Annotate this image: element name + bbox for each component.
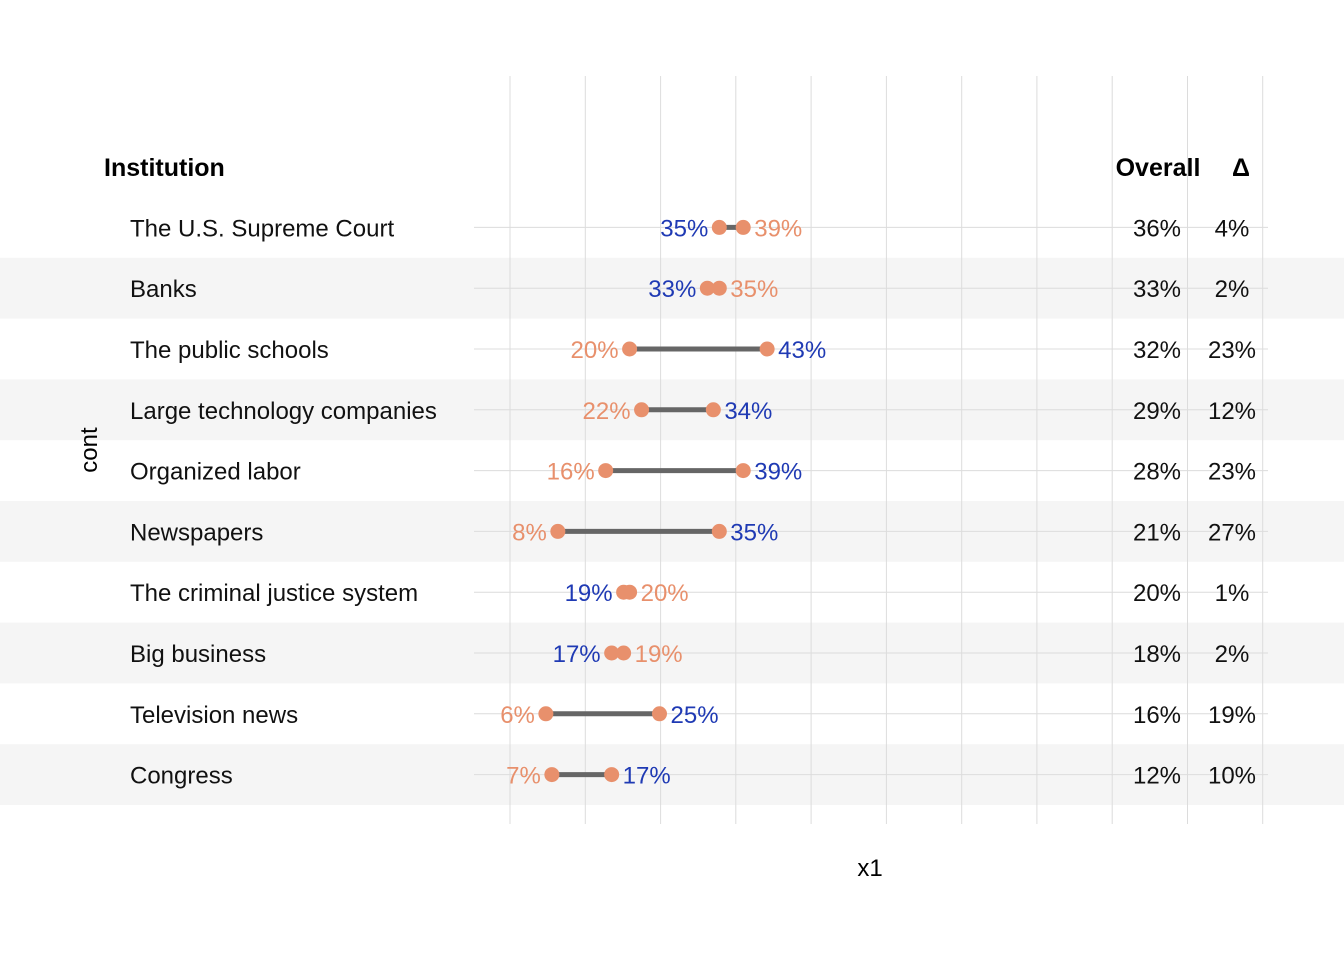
value-label-right: 39% (754, 215, 802, 242)
overall-value: 28% (1133, 459, 1181, 486)
delta-header: Δ (1232, 154, 1250, 182)
table-row: The criminal justice system 19% 20% 20% 1% (130, 580, 1249, 607)
institution-label: Big business (130, 641, 266, 668)
delta-value: 2% (1215, 276, 1250, 303)
value-label-left: 7% (506, 763, 541, 790)
value-label-right: 25% (671, 702, 719, 729)
overall-value: 33% (1133, 276, 1181, 303)
dumbbell-point-b (735, 463, 751, 479)
dumbbell-point-b (735, 219, 751, 235)
table-row: Large technology companies 22% 34% 29% 12% (130, 398, 1256, 425)
table-row: Big business 17% 19% 18% 2% (130, 641, 1249, 668)
value-label-left: 33% (648, 276, 696, 303)
dumbbell-point-b (622, 584, 638, 600)
value-label-left: 16% (547, 459, 595, 486)
value-label-right: 35% (730, 276, 778, 303)
delta-value: 27% (1208, 519, 1256, 546)
dumbbell-point-a (604, 645, 620, 661)
institution-label: Newspapers (130, 519, 263, 546)
delta-value: 19% (1208, 702, 1256, 729)
overall-header: Overall (1116, 154, 1201, 182)
overall-value: 18% (1133, 641, 1181, 668)
value-label-right: 43% (778, 337, 826, 364)
table-row: Television news 6% 25% 16% 19% (130, 702, 1256, 729)
table-row: Congress 7% 17% 12% 10% (130, 763, 1256, 790)
delta-value: 4% (1215, 215, 1250, 242)
institution-label: Congress (130, 763, 233, 790)
table-row: Organized labor 16% 39% 28% 23% (130, 459, 1256, 486)
delta-value: 10% (1208, 763, 1256, 790)
value-label-left: 22% (583, 398, 631, 425)
value-label-left: 8% (512, 519, 547, 546)
institution-label: The U.S. Supreme Court (130, 215, 394, 242)
value-label-left: 20% (571, 337, 619, 364)
institution-label: The public schools (130, 337, 329, 364)
dumbbell-point-a (622, 341, 638, 357)
dumbbell-point-a (699, 280, 715, 296)
institution-header: Institution (104, 154, 225, 182)
dumbbell-point-b (652, 706, 667, 722)
x-axis-label: x1 (857, 855, 882, 882)
delta-value: 23% (1208, 459, 1256, 486)
table-row: Banks 33% 35% 33% 2% (130, 276, 1249, 303)
institution-label: Large technology companies (130, 398, 437, 425)
table-row: The U.S. Supreme Court 35% 39% 36% 4% (130, 215, 1249, 242)
dumbbell-point-a (598, 463, 614, 479)
value-label-right: 35% (730, 519, 778, 546)
delta-value: 1% (1215, 580, 1250, 607)
dumbbell-point-b (604, 767, 620, 783)
dumbbell-point-a (634, 402, 650, 418)
dumbbell-point-b (705, 402, 721, 418)
dumbbell-point-b (711, 280, 727, 296)
overall-value: 12% (1133, 763, 1181, 790)
institution-label: The criminal justice system (130, 580, 418, 607)
dumbbell-point-a (538, 706, 554, 722)
overall-value: 29% (1133, 398, 1181, 425)
institution-label: Banks (130, 276, 197, 303)
dumbbell-point-b (759, 341, 775, 357)
dumbbell-point-a (544, 767, 560, 783)
value-label-left: 17% (553, 641, 601, 668)
table-row: Newspapers 8% 35% 21% 27% (130, 519, 1256, 546)
institution-label: Organized labor (130, 459, 301, 486)
dumbbell-point-a (550, 523, 566, 539)
data-rows: The U.S. Supreme Court 35% 39% 36% 4% Banks 33… (130, 215, 1256, 789)
value-label-right: 19% (635, 641, 683, 668)
overall-value: 36% (1133, 215, 1181, 242)
overall-value: 21% (1133, 519, 1181, 546)
overall-value: 16% (1133, 702, 1181, 729)
institution-label: Television news (130, 702, 298, 729)
delta-value: 2% (1215, 641, 1250, 668)
dumbbell-point-b (616, 645, 632, 661)
overall-value: 32% (1133, 337, 1181, 364)
value-label-left: 35% (660, 215, 708, 242)
delta-value: 12% (1208, 398, 1256, 425)
y-axis-label: cont (76, 427, 103, 473)
table-row: The public schools 20% 43% 32% 23% (130, 337, 1256, 364)
value-label-right: 39% (754, 459, 802, 486)
value-label-right: 34% (724, 398, 772, 425)
overall-value: 20% (1133, 580, 1181, 607)
value-label-right: 20% (641, 580, 689, 607)
value-label-left: 19% (565, 580, 613, 607)
value-label-left: 6% (500, 702, 535, 729)
value-label-right: 17% (623, 763, 671, 790)
dumbbell-point-b (711, 523, 727, 539)
dumbbell-point-a (711, 219, 727, 235)
delta-value: 23% (1208, 337, 1256, 364)
